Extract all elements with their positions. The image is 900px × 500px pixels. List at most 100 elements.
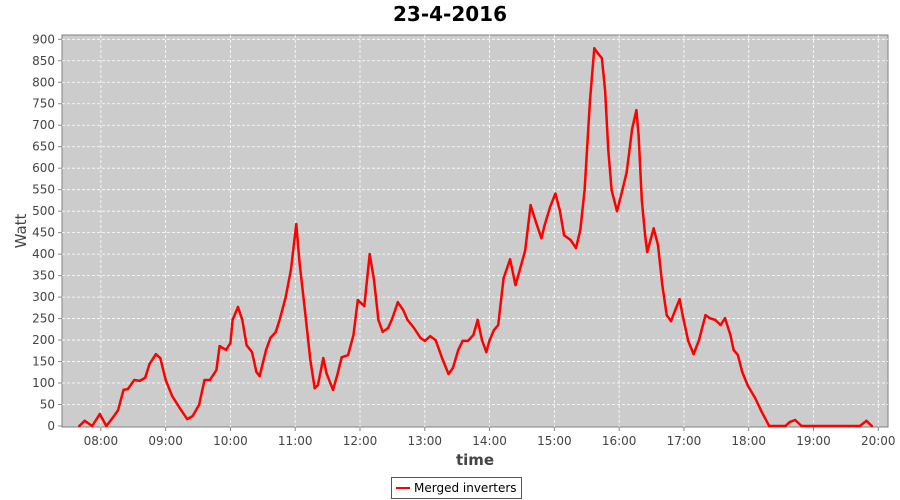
data-point: [719, 323, 722, 327]
data-point: [497, 323, 500, 327]
data-point: [514, 283, 517, 287]
data-point: [316, 383, 320, 387]
y-tick-label: 400: [32, 247, 55, 261]
data-point: [492, 328, 496, 332]
data-point: [574, 246, 578, 250]
data-point: [116, 408, 120, 412]
data-point: [480, 338, 484, 342]
y-tick-label: 750: [32, 97, 55, 111]
data-point: [746, 383, 749, 387]
data-point: [419, 336, 422, 340]
data-point: [245, 344, 248, 347]
data-point: [630, 127, 634, 131]
data-point: [697, 338, 701, 342]
data-point: [83, 419, 86, 423]
data-point: [255, 370, 258, 374]
data-point: [793, 418, 797, 422]
data-point: [485, 350, 488, 354]
data-point: [381, 330, 384, 334]
data-point: [788, 420, 791, 424]
data-point: [295, 222, 298, 226]
y-tick-label: 850: [32, 54, 55, 68]
data-point: [352, 333, 355, 337]
data-point: [447, 372, 450, 376]
data-point: [154, 353, 158, 356]
y-tick-label: 450: [32, 226, 55, 240]
y-tick-label: 350: [32, 269, 55, 283]
y-tick-label: 0: [47, 419, 55, 433]
data-point: [488, 338, 491, 342]
plot-area: [61, 34, 889, 428]
data-point: [170, 394, 174, 398]
data-point: [524, 249, 527, 252]
data-point: [241, 318, 244, 322]
data-point: [768, 424, 771, 428]
data-point: [723, 316, 727, 320]
data-point: [583, 188, 586, 192]
data-point: [386, 326, 390, 330]
data-point: [122, 388, 125, 392]
x-tick-label: 14:00: [472, 434, 507, 448]
data-point: [656, 243, 660, 247]
data-point: [451, 366, 455, 370]
data-point: [229, 341, 232, 345]
data-point: [518, 268, 522, 272]
data-point: [732, 348, 735, 352]
y-tick-label: 650: [32, 140, 55, 154]
y-tick-label: 200: [32, 333, 55, 347]
data-point: [603, 89, 607, 92]
data-point: [356, 298, 360, 302]
data-point: [401, 308, 405, 312]
data-point: [133, 378, 136, 382]
data-point: [391, 316, 394, 320]
data-point: [741, 370, 744, 374]
data-point: [753, 396, 757, 400]
data-point: [678, 298, 681, 301]
data-point: [865, 419, 868, 423]
data-point: [729, 333, 732, 337]
data-point: [218, 344, 221, 348]
data-point: [377, 318, 380, 322]
data-point: [669, 319, 673, 323]
data-point: [562, 234, 566, 237]
data-point: [164, 378, 167, 382]
data-point: [126, 387, 130, 391]
data-point: [191, 414, 194, 418]
data-point: [615, 209, 619, 213]
y-tick-label: 150: [32, 355, 55, 369]
data-point: [258, 374, 261, 378]
data-point: [714, 318, 717, 322]
x-tick-label: 19:00: [796, 434, 831, 448]
data-point: [579, 228, 582, 232]
y-tick-label: 900: [32, 32, 55, 46]
data-point: [502, 276, 505, 280]
data-point: [569, 238, 572, 242]
data-point: [325, 371, 328, 375]
data-point: [372, 278, 376, 282]
x-tick-label: 08:00: [84, 434, 119, 448]
data-point: [423, 339, 426, 343]
x-tick-label: 18:00: [731, 434, 766, 448]
data-point: [472, 333, 475, 337]
data-point: [186, 417, 189, 421]
data-point: [197, 403, 201, 407]
data-point: [274, 330, 277, 334]
x-tick-label: 17:00: [667, 434, 702, 448]
data-point: [215, 368, 218, 372]
data-point: [428, 334, 432, 338]
data-point: [91, 424, 94, 428]
data-point: [704, 313, 707, 317]
data-point: [159, 356, 162, 360]
data-point: [340, 356, 343, 359]
x-tick-label: 20:00: [861, 434, 896, 448]
data-point: [540, 237, 543, 240]
data-point: [870, 424, 874, 428]
x-tick-label: 10:00: [213, 434, 248, 448]
data-point: [610, 188, 613, 192]
data-point: [363, 304, 366, 308]
data-point: [412, 326, 416, 330]
data-point: [646, 250, 649, 254]
x-tick-label: 16:00: [602, 434, 637, 448]
data-point: [784, 424, 787, 428]
